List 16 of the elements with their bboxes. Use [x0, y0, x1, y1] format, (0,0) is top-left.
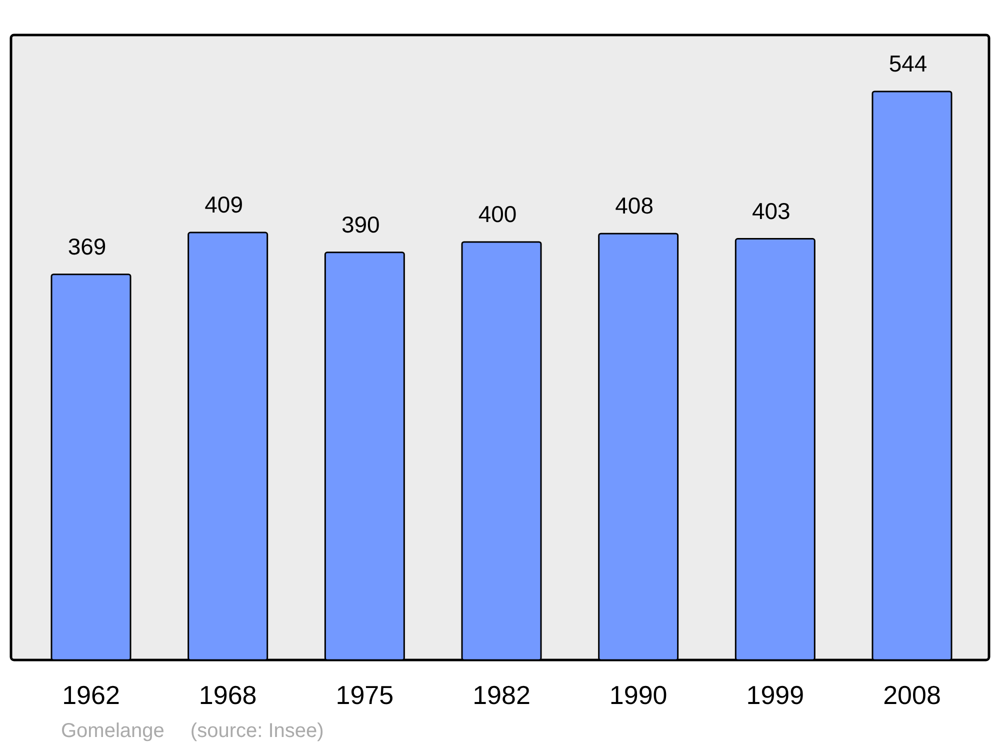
x-tick-label: 1982 — [472, 680, 530, 710]
text: Gomelange — [61, 720, 164, 742]
data-label: 369 — [68, 233, 106, 260]
x-tick-label: 2008 — [883, 680, 941, 710]
data-label: 400 — [478, 200, 517, 227]
text: (source: Insee) — [190, 720, 324, 742]
x-tick-label: 1999 — [746, 680, 804, 710]
x-tick-label: 1975 — [336, 680, 394, 710]
x-tick-label: 1962 — [62, 680, 120, 710]
data-label: 390 — [341, 211, 380, 238]
data-label: 409 — [204, 192, 244, 218]
x-tick-label: 1968 — [198, 680, 257, 710]
data-label: 403 — [752, 198, 790, 224]
data-label: 408 — [615, 192, 654, 219]
x-tick-label: 1990 — [609, 680, 668, 710]
data-label: 544 — [888, 50, 928, 76]
